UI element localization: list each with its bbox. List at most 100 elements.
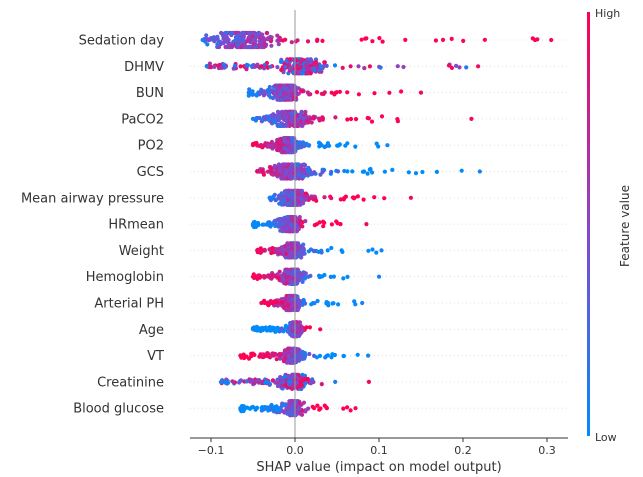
shap-point bbox=[328, 274, 333, 279]
shap-point bbox=[420, 169, 425, 175]
shap-point bbox=[279, 97, 284, 102]
shap-point bbox=[263, 380, 268, 385]
feature-swarm bbox=[200, 30, 554, 50]
shap-point bbox=[250, 274, 256, 279]
shap-point bbox=[262, 405, 267, 410]
shap-point bbox=[311, 248, 316, 253]
shap-point bbox=[285, 215, 290, 220]
shap-point bbox=[461, 38, 466, 44]
feature-swarm bbox=[267, 188, 413, 207]
shap-point bbox=[281, 149, 286, 154]
shap-point bbox=[234, 36, 239, 41]
shap-point bbox=[251, 42, 256, 47]
shap-point bbox=[273, 380, 278, 385]
shap-point bbox=[255, 169, 260, 174]
shap-point bbox=[207, 61, 212, 66]
shap-point bbox=[342, 168, 347, 174]
shap-point bbox=[341, 406, 346, 411]
shap-point bbox=[239, 44, 244, 50]
shap-point bbox=[297, 328, 303, 333]
shap-point bbox=[274, 166, 279, 172]
feature-swarm bbox=[255, 241, 384, 260]
shap-point bbox=[235, 33, 240, 38]
shap-point bbox=[238, 64, 243, 69]
shap-point bbox=[290, 227, 295, 233]
shap-point bbox=[336, 143, 341, 148]
shap-point bbox=[285, 113, 290, 118]
shap-point bbox=[440, 37, 446, 43]
shap-point bbox=[372, 195, 377, 200]
shap-point bbox=[308, 71, 313, 76]
shap-point bbox=[226, 380, 231, 385]
shap-point bbox=[269, 168, 274, 173]
shap-point bbox=[296, 247, 301, 252]
shap-point bbox=[311, 116, 316, 121]
shap-point bbox=[322, 60, 327, 65]
shap-point bbox=[283, 162, 288, 167]
shap-point bbox=[253, 407, 258, 412]
shap-point bbox=[418, 90, 424, 95]
shap-point bbox=[299, 255, 304, 260]
shap-point bbox=[301, 162, 307, 167]
shap-point bbox=[290, 70, 296, 75]
shap-point bbox=[255, 378, 260, 383]
feature-label: BUN bbox=[136, 86, 164, 101]
shap-point bbox=[366, 116, 371, 121]
shap-point bbox=[235, 42, 240, 47]
shap-point bbox=[413, 171, 419, 176]
shap-point bbox=[348, 64, 353, 69]
shap-point bbox=[265, 169, 270, 174]
shap-point bbox=[268, 406, 273, 411]
shap-point bbox=[325, 248, 330, 253]
shap-point bbox=[285, 176, 290, 181]
shap-point bbox=[329, 196, 334, 201]
feature-swarm bbox=[259, 293, 365, 313]
shap-point bbox=[289, 40, 294, 45]
shap-point bbox=[276, 275, 281, 280]
shap-point bbox=[257, 115, 262, 121]
shap-point bbox=[286, 149, 291, 154]
shap-point bbox=[242, 407, 247, 412]
feature-label: Hemoglobin bbox=[86, 270, 164, 285]
shap-point bbox=[200, 37, 205, 43]
shap-point bbox=[295, 277, 300, 282]
shap-point bbox=[303, 219, 308, 224]
feature-label: Weight bbox=[119, 244, 164, 259]
shap-point bbox=[244, 354, 249, 359]
shap-point bbox=[269, 402, 274, 408]
shap-point bbox=[329, 245, 334, 251]
shap-point bbox=[238, 406, 243, 411]
feature-label: Age bbox=[139, 323, 164, 338]
shap-point bbox=[278, 375, 283, 380]
shap-point bbox=[285, 359, 290, 364]
shap-point bbox=[250, 143, 256, 148]
shap-point bbox=[279, 169, 284, 174]
shap-point bbox=[286, 270, 291, 275]
shap-point bbox=[360, 169, 365, 174]
shap-point bbox=[385, 143, 390, 148]
shap-point bbox=[316, 140, 322, 145]
shap-point bbox=[303, 271, 308, 276]
shap-point bbox=[204, 64, 209, 69]
shap-point bbox=[340, 65, 345, 70]
shap-point bbox=[331, 274, 336, 279]
shap-point bbox=[249, 30, 254, 36]
shap-point bbox=[350, 169, 355, 174]
shap-point bbox=[259, 44, 264, 50]
shap-point bbox=[352, 299, 357, 304]
shap-point bbox=[312, 170, 317, 175]
shap-point bbox=[290, 328, 295, 333]
x-tick-label: 0.0 bbox=[286, 444, 304, 457]
shap-point bbox=[226, 41, 231, 46]
shap-point bbox=[287, 382, 292, 387]
x-tick-label: 0.3 bbox=[538, 444, 556, 457]
shap-point bbox=[308, 57, 313, 62]
shap-point bbox=[296, 172, 301, 177]
feature-swarm bbox=[250, 136, 390, 155]
shap-point bbox=[229, 31, 235, 36]
shap-point bbox=[287, 193, 292, 198]
shap-point bbox=[355, 194, 360, 199]
shap-point bbox=[269, 275, 274, 281]
shap-point bbox=[353, 144, 358, 149]
shap-point bbox=[273, 198, 278, 203]
